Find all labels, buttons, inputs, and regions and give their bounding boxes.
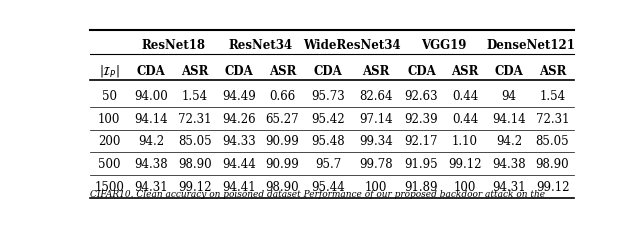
Text: 94.41: 94.41 [222, 180, 255, 193]
Text: 95.73: 95.73 [312, 90, 345, 103]
Text: ResNet34: ResNet34 [228, 39, 292, 52]
Text: 94.31: 94.31 [134, 180, 168, 193]
Text: 99.34: 99.34 [359, 135, 393, 148]
Text: 94.38: 94.38 [492, 158, 525, 170]
Text: 65.27: 65.27 [266, 112, 299, 125]
Text: ResNet18: ResNet18 [141, 39, 205, 52]
Text: DenseNet121: DenseNet121 [486, 39, 575, 52]
Text: 92.17: 92.17 [404, 135, 438, 148]
Text: 91.95: 91.95 [404, 158, 438, 170]
Text: 94.14: 94.14 [134, 112, 168, 125]
Text: 94.49: 94.49 [221, 90, 255, 103]
Text: 1.54: 1.54 [540, 90, 566, 103]
Text: 94.38: 94.38 [134, 158, 168, 170]
Text: 500: 500 [98, 158, 120, 170]
Text: 85.05: 85.05 [178, 135, 212, 148]
Text: $|\mathcal{I}_P|$: $|\mathcal{I}_P|$ [99, 63, 120, 79]
Text: 100: 100 [98, 112, 120, 125]
Text: 100: 100 [365, 180, 387, 193]
Text: CDA: CDA [314, 65, 342, 78]
Text: 90.99: 90.99 [266, 158, 300, 170]
Text: 99.78: 99.78 [359, 158, 393, 170]
Text: CDA: CDA [224, 65, 253, 78]
Text: 98.90: 98.90 [536, 158, 570, 170]
Text: 95.42: 95.42 [312, 112, 345, 125]
Text: CDA: CDA [495, 65, 523, 78]
Text: 0.44: 0.44 [452, 90, 478, 103]
Text: 95.48: 95.48 [312, 135, 345, 148]
Text: 85.05: 85.05 [536, 135, 570, 148]
Text: WideResNet34: WideResNet34 [303, 39, 401, 52]
Text: 94: 94 [501, 90, 516, 103]
Text: ASR: ASR [539, 65, 566, 78]
Text: 72.31: 72.31 [536, 112, 569, 125]
Text: 0.66: 0.66 [269, 90, 296, 103]
Text: 50: 50 [102, 90, 116, 103]
Text: 99.12: 99.12 [449, 158, 482, 170]
Text: 94.26: 94.26 [222, 112, 255, 125]
Text: CDA: CDA [137, 65, 166, 78]
Text: 92.63: 92.63 [404, 90, 438, 103]
Text: ASR: ASR [181, 65, 209, 78]
Text: 95.44: 95.44 [312, 180, 345, 193]
Text: 90.99: 90.99 [266, 135, 300, 148]
Text: 99.12: 99.12 [178, 180, 212, 193]
Text: 92.39: 92.39 [404, 112, 438, 125]
Text: ASR: ASR [269, 65, 296, 78]
Text: ASR: ASR [362, 65, 390, 78]
Text: 94.2: 94.2 [138, 135, 164, 148]
Text: 1.54: 1.54 [182, 90, 208, 103]
Text: 98.90: 98.90 [178, 158, 212, 170]
Text: 200: 200 [98, 135, 120, 148]
Text: 95.7: 95.7 [315, 158, 341, 170]
Text: 94.33: 94.33 [221, 135, 255, 148]
Text: 0.44: 0.44 [452, 112, 478, 125]
Text: 1.10: 1.10 [452, 135, 478, 148]
Text: 94.44: 94.44 [221, 158, 255, 170]
Text: 94.14: 94.14 [492, 112, 525, 125]
Text: VGG19: VGG19 [420, 39, 466, 52]
Text: CDA: CDA [407, 65, 436, 78]
Text: 1500: 1500 [94, 180, 124, 193]
Text: 100: 100 [454, 180, 476, 193]
Text: 98.90: 98.90 [266, 180, 299, 193]
Text: 94.00: 94.00 [134, 90, 168, 103]
Text: ASR: ASR [451, 65, 479, 78]
Text: 94.2: 94.2 [496, 135, 522, 148]
Text: 99.12: 99.12 [536, 180, 569, 193]
Text: 91.89: 91.89 [404, 180, 438, 193]
Text: 72.31: 72.31 [178, 112, 212, 125]
Text: 97.14: 97.14 [359, 112, 393, 125]
Text: CIFAR10. Clean accuracy on poisoned dataset Performance of our proposed backdoor: CIFAR10. Clean accuracy on poisoned data… [90, 189, 545, 198]
Text: 82.64: 82.64 [359, 90, 393, 103]
Text: 94.31: 94.31 [492, 180, 525, 193]
